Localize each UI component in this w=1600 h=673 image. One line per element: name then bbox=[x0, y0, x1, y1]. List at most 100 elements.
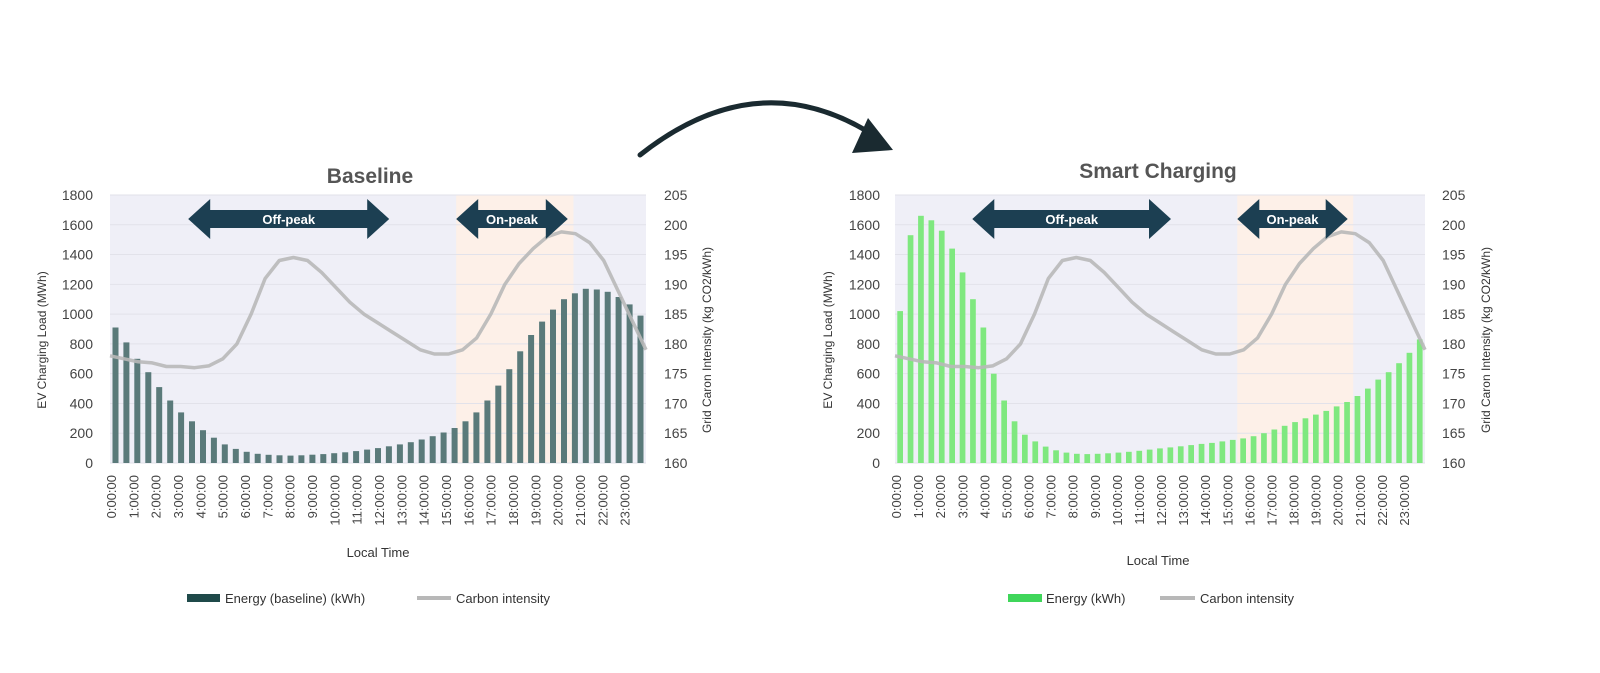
bar bbox=[1292, 422, 1298, 463]
x-tick-label: 1:00:00 bbox=[911, 475, 926, 518]
y-tick-label: 400 bbox=[857, 395, 881, 411]
x-tick-label: 3:00:00 bbox=[955, 475, 970, 518]
bar bbox=[1229, 439, 1236, 463]
y-tick-label: 1200 bbox=[62, 276, 93, 292]
y2-tick-label: 195 bbox=[1442, 247, 1466, 263]
x-tick-label: 1:00:00 bbox=[126, 475, 141, 518]
bar bbox=[353, 451, 360, 463]
y-tick-label: 400 bbox=[70, 395, 94, 411]
x-axis-title: Local Time bbox=[347, 545, 410, 560]
y2-tick-label: 170 bbox=[664, 395, 688, 411]
legend: Energy (baseline) (kWh) Carbon intensity bbox=[187, 591, 550, 606]
bar bbox=[907, 235, 914, 463]
bar bbox=[320, 454, 327, 463]
y-tick-label: 800 bbox=[857, 336, 881, 352]
bar bbox=[1333, 406, 1340, 463]
bar bbox=[1188, 445, 1194, 463]
legend-label-carbon: Carbon intensity bbox=[1200, 591, 1294, 606]
on-peak-arrow-label: On-peak bbox=[486, 212, 539, 227]
bar bbox=[298, 455, 305, 463]
y2-tick-label: 180 bbox=[664, 336, 688, 352]
chart-title: Smart Charging bbox=[1079, 160, 1237, 183]
bar bbox=[561, 299, 567, 463]
smart-charging-chart: Off-peak On-peak 0 200 400 600 800 1000 1200 140… bbox=[821, 160, 1493, 606]
x-tick-label: 6:00:00 bbox=[238, 475, 253, 518]
bar bbox=[1146, 449, 1153, 463]
y2-tick-label: 175 bbox=[1442, 366, 1466, 382]
y-tick-label: 600 bbox=[857, 366, 881, 382]
legend-label-energy: Energy (kWh) bbox=[1046, 591, 1125, 606]
bar bbox=[1167, 447, 1174, 463]
x-tick-label: 10:00:00 bbox=[1110, 475, 1125, 526]
x-tick-label: 5:00:00 bbox=[999, 475, 1014, 518]
bar bbox=[1136, 450, 1143, 463]
x-axis-title: Local Time bbox=[1127, 553, 1190, 568]
y2-tick-label: 205 bbox=[1442, 187, 1466, 203]
bar bbox=[1250, 436, 1257, 463]
y2-tick-label: 200 bbox=[1442, 217, 1466, 233]
y-tick-label: 1400 bbox=[62, 247, 93, 263]
bar bbox=[189, 421, 195, 463]
y-tick-label: 1200 bbox=[849, 276, 880, 292]
legend-swatch-energy bbox=[187, 594, 220, 602]
x-tick-label: 23:00:00 bbox=[1397, 475, 1412, 526]
x-tick-label: 9:00:00 bbox=[1088, 475, 1103, 518]
bar bbox=[1053, 450, 1059, 463]
bar bbox=[200, 430, 206, 463]
bar bbox=[156, 387, 163, 463]
x-tick-label: 18:00:00 bbox=[506, 475, 521, 526]
y-tick-label: 1600 bbox=[62, 217, 93, 233]
bar bbox=[604, 291, 611, 463]
bar bbox=[1385, 372, 1392, 463]
bar bbox=[897, 311, 903, 463]
bar bbox=[254, 453, 261, 463]
bar bbox=[949, 248, 955, 463]
y-tick-label: 1800 bbox=[62, 187, 93, 203]
off-peak-arrow-label: Off-peak bbox=[262, 212, 316, 227]
on-peak-arrow-shape bbox=[1237, 199, 1348, 239]
bar bbox=[1063, 452, 1070, 463]
bar bbox=[495, 385, 502, 463]
legend-label-energy: Energy (baseline) (kWh) bbox=[225, 591, 365, 606]
x-tick-label: 22:00:00 bbox=[595, 475, 610, 526]
legend: Energy (kWh) Carbon intensity bbox=[1008, 591, 1294, 606]
bar bbox=[429, 436, 436, 463]
x-tick-label: 0:00:00 bbox=[104, 475, 119, 518]
y-tick-label: 1000 bbox=[849, 306, 880, 322]
bar bbox=[1084, 454, 1091, 463]
x-tick-label: 16:00:00 bbox=[461, 475, 476, 526]
bar bbox=[145, 372, 152, 463]
bar bbox=[1313, 414, 1319, 463]
bar bbox=[112, 327, 119, 463]
bar bbox=[134, 358, 141, 463]
bar bbox=[506, 369, 513, 463]
x-tick-label: 22:00:00 bbox=[1375, 475, 1390, 526]
x-tick-label: 21:00:00 bbox=[573, 475, 588, 526]
chart-title: Baseline bbox=[327, 165, 413, 188]
y-tick-label: 1400 bbox=[849, 247, 880, 263]
bar bbox=[364, 449, 371, 463]
bar bbox=[970, 299, 976, 463]
x-tick-label: 2:00:00 bbox=[933, 475, 948, 518]
y2-tick-label: 160 bbox=[1442, 455, 1466, 471]
x-tick-label: 19:00:00 bbox=[528, 475, 543, 526]
bar bbox=[1011, 421, 1018, 463]
x-tick-label: 5:00:00 bbox=[216, 475, 231, 518]
y2-tick-label: 185 bbox=[1442, 306, 1466, 322]
bar bbox=[407, 442, 414, 463]
x-tick-label: 7:00:00 bbox=[260, 475, 275, 518]
y2-axis-title: Grid Caron Intensity (kg CO2/kWh) bbox=[1479, 247, 1493, 433]
x-tick-label: 15:00:00 bbox=[439, 475, 454, 526]
bar bbox=[990, 373, 997, 463]
bar bbox=[1219, 441, 1226, 463]
bar bbox=[1198, 443, 1205, 463]
x-tick-label: 12:00:00 bbox=[372, 475, 387, 526]
bar bbox=[1157, 448, 1163, 463]
on-peak-arrow: On-peak bbox=[456, 199, 568, 239]
y2-tick-label: 190 bbox=[664, 276, 688, 292]
x-tick-label: 12:00:00 bbox=[1154, 475, 1169, 526]
x-tick-label: 17:00:00 bbox=[484, 475, 499, 526]
bar bbox=[1281, 425, 1288, 463]
x-tick-label: 17:00:00 bbox=[1264, 475, 1279, 526]
